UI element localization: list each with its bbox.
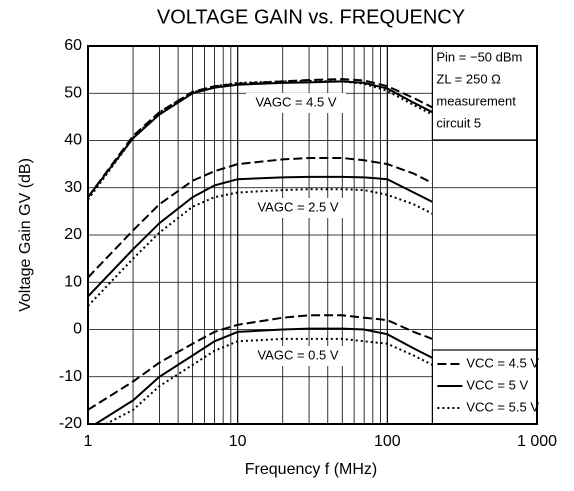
x-tick-label: 1 (84, 433, 93, 450)
y-tick-label: 10 (64, 273, 82, 290)
legend-label: VCC = 5 V (466, 377, 528, 392)
note: circuit 5 (436, 115, 481, 130)
legend-label: VCC = 5.5 V (466, 399, 539, 414)
x-tick-label: 100 (374, 433, 401, 450)
plot-lines (88, 78, 433, 424)
legend-label: VCC = 4.5 V (466, 355, 539, 370)
gain-curve (103, 337, 433, 424)
y-tick-label: 20 (64, 226, 82, 243)
group-label: VAGC = 0.5 V (257, 347, 338, 362)
gain-curve (88, 175, 433, 298)
note: Pin = −50 dBm (436, 49, 522, 64)
chart-title: VOLTAGE GAIN vs. FREQUENCY (157, 6, 465, 28)
label-bg (246, 93, 346, 113)
x-axis-label: Frequency f (MHz) (245, 461, 377, 478)
x-tick-label: 1 000 (517, 433, 557, 450)
y-tick-label: 60 (64, 37, 82, 54)
gain-curve (88, 80, 433, 198)
y-tick-label: -10 (59, 368, 82, 385)
group-label: VAGC = 2.5 V (257, 199, 338, 214)
note: ZL = 250 Ω (436, 71, 501, 86)
y-tick-label: 50 (64, 84, 82, 101)
label-bg (248, 198, 348, 218)
y-tick-label: -20 (59, 415, 82, 432)
plot-frame (87, 45, 538, 425)
y-tick-label: 30 (64, 179, 82, 196)
note: measurement (436, 93, 516, 108)
gain-curve (88, 157, 433, 279)
label-bg (248, 346, 348, 366)
x-tick-label: 10 (229, 433, 247, 450)
gain-curve (88, 78, 433, 198)
gain-curve (93, 327, 433, 424)
group-label: VAGC = 4.5 V (255, 94, 336, 109)
gain-curve (88, 314, 433, 411)
y-axis-label: Voltage Gain GV (dB) (17, 158, 34, 312)
y-tick-label: 40 (64, 132, 82, 149)
y-tick-label: 0 (73, 321, 82, 338)
